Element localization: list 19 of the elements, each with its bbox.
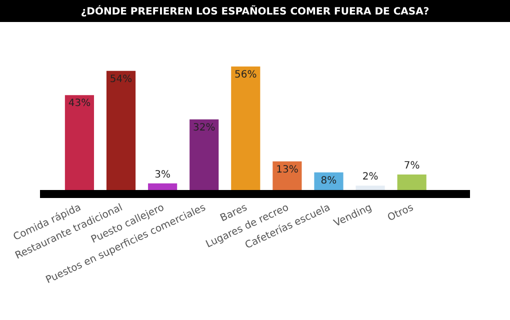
x-tick-label: Otros [386,202,416,224]
data-label: 7% [404,160,420,172]
bar [64,95,94,190]
bar [106,70,136,190]
data-label: 13% [276,164,298,176]
bar [148,183,178,190]
data-label: 3% [154,169,170,180]
data-label: 56% [234,70,257,80]
bar [272,161,302,190]
data-label: 43% [68,98,91,110]
data-label: 2% [362,172,378,183]
data-label: 8% [320,175,337,186]
bar [190,119,219,190]
bar [231,66,260,190]
bar [356,186,385,190]
chart-title: ¿DÓNDE PREFIEREN LOS ESPAÑOLES COMER FUERA DE CASA? [80,4,430,18]
bar [397,174,426,190]
data-label: 54% [110,74,132,85]
data-label: 32% [192,122,216,134]
